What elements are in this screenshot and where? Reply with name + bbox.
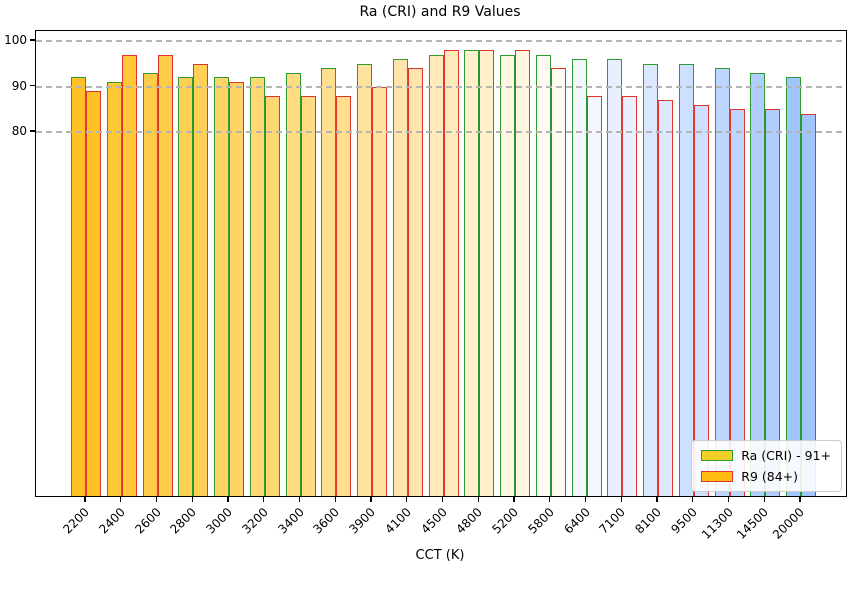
- x-tick-mark-3900: [370, 496, 372, 502]
- x-tick-mark-20000: [799, 496, 801, 502]
- x-tick-mark-3000: [227, 496, 229, 502]
- bar-ra-3200: [249, 77, 265, 496]
- x-tick-mark-7100: [620, 496, 622, 502]
- bar-r9-5800: [550, 68, 566, 496]
- plot-area: [35, 30, 847, 497]
- bar-r9-4100: [407, 68, 423, 496]
- y-tick-label-100: 100: [4, 33, 27, 47]
- bar-r9-20000: [801, 113, 816, 496]
- y-tick-label-80: 80: [11, 124, 27, 138]
- gridline-y100: [36, 40, 846, 42]
- legend: Ra (CRI) - 91+ R9 (84+): [691, 440, 842, 492]
- bar-ra-3900: [357, 63, 372, 496]
- bar-ra-2200: [71, 77, 86, 496]
- x-tick-mark-8100: [656, 496, 658, 502]
- x-tick-mark-14500: [763, 496, 765, 502]
- y-tick-mark-100: [30, 39, 35, 41]
- x-tick-mark-4500: [441, 496, 444, 502]
- bar-ra-20000: [786, 77, 801, 496]
- chart-title: Ra (CRI) and R9 Values: [359, 4, 521, 20]
- legend-swatch-r9: [701, 471, 734, 482]
- x-tick-mark-2400: [120, 496, 122, 502]
- bar-r9-11300: [729, 109, 745, 496]
- bar-ra-2400: [106, 81, 122, 496]
- bar-r9-9500: [693, 104, 709, 496]
- bar-r9-7100: [622, 95, 638, 496]
- bar-r9-3000: [229, 81, 244, 496]
- bar-r9-3900: [372, 86, 387, 496]
- x-tick-mark-2200: [84, 496, 86, 502]
- legend-row-ra: Ra (CRI) - 91+: [701, 448, 831, 463]
- bar-r9-2400: [121, 54, 137, 496]
- bar-r9-5200: [515, 50, 530, 496]
- bar-r9-14500: [765, 109, 781, 496]
- bar-r9-3600: [336, 95, 352, 496]
- bar-ra-3400: [285, 72, 301, 496]
- legend-swatch-ra: [701, 450, 734, 461]
- bar-ra-4100: [392, 59, 408, 496]
- x-tick-mark-2800: [191, 496, 193, 502]
- bar-ra-4800: [464, 50, 480, 496]
- x-tick-mark-9500: [692, 496, 694, 502]
- x-tick-mark-5800: [549, 496, 551, 502]
- figure: Ra (CRI) and R9 Values 80 90 100 2200 2400 26…: [4, 4, 847, 563]
- bar-r9-3400: [300, 95, 316, 496]
- legend-row-r9: R9 (84+): [701, 469, 831, 484]
- x-tick-mark-11300: [727, 496, 730, 502]
- bar-r9-6400: [586, 95, 602, 496]
- y-tick-mark-90: [30, 84, 35, 87]
- x-tick-mark-3600: [334, 496, 336, 502]
- bar-ra-8100: [643, 63, 658, 496]
- bar-ra-6400: [571, 59, 587, 496]
- bar-ra-7100: [607, 59, 623, 496]
- bar-r9-4500: [443, 50, 459, 496]
- bar-ra-3000: [214, 77, 229, 496]
- bar-r9-8100: [658, 100, 673, 496]
- bar-r9-2600: [157, 54, 173, 496]
- bar-ra-5800: [535, 54, 551, 496]
- x-tick-mark-2600: [155, 496, 158, 502]
- x-tick-mark-3200: [263, 496, 265, 502]
- bar-ra-5200: [500, 54, 515, 496]
- x-tick-mark-4100: [406, 496, 408, 502]
- legend-label-ra: Ra (CRI) - 91+: [741, 448, 831, 463]
- bar-ra-2800: [178, 77, 194, 496]
- x-axis-title: CCT (K): [415, 548, 465, 563]
- x-tick-mark-4800: [477, 496, 479, 502]
- bar-r9-2800: [193, 63, 209, 496]
- x-tick-mark-6400: [584, 496, 587, 502]
- bar-ra-9500: [678, 63, 694, 496]
- x-tick-mark-3400: [298, 496, 301, 502]
- bar-r9-3200: [264, 95, 280, 496]
- bar-ra-2600: [142, 72, 158, 496]
- y-tick-mark-80: [30, 130, 35, 132]
- bar-r9-2200: [86, 91, 101, 496]
- legend-label-r9: R9 (84+): [741, 469, 799, 484]
- bar-ra-14500: [750, 72, 766, 496]
- bar-ra-4500: [428, 54, 444, 496]
- x-tick-mark-5200: [513, 496, 515, 502]
- bar-ra-11300: [714, 68, 730, 496]
- bar-ra-3600: [321, 68, 337, 496]
- bar-r9-4800: [479, 50, 495, 496]
- y-tick-label-90: 90: [11, 78, 27, 93]
